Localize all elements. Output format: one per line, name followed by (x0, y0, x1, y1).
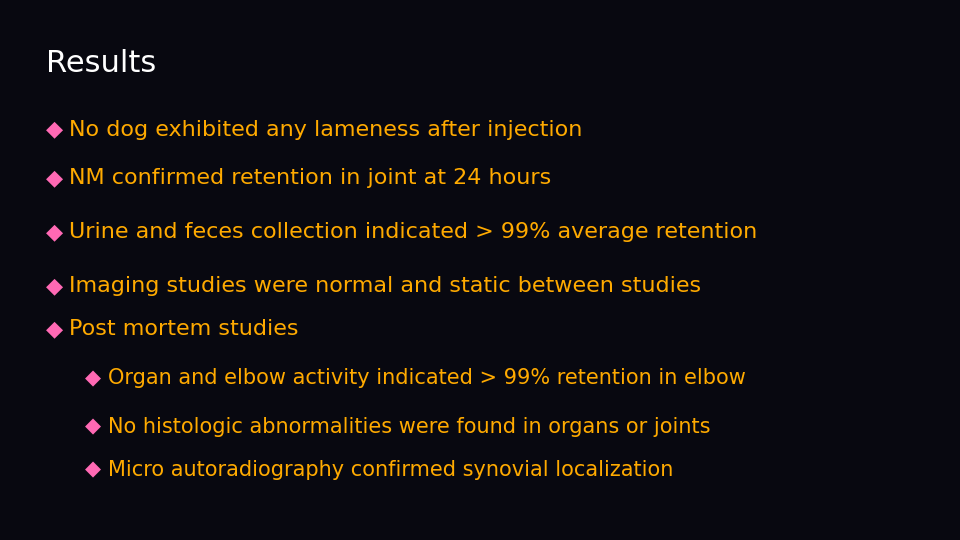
Text: Urine and feces collection indicated > 99% average retention: Urine and feces collection indicated > 9… (69, 222, 757, 242)
Text: Organ and elbow activity indicated > 99% retention in elbow: Organ and elbow activity indicated > 99%… (108, 368, 745, 388)
Text: Post mortem studies: Post mortem studies (69, 319, 299, 340)
Text: No dog exhibited any lameness after injection: No dog exhibited any lameness after inje… (69, 119, 583, 140)
Text: ◆: ◆ (46, 119, 63, 140)
Text: ◆: ◆ (46, 168, 63, 188)
Text: ◆: ◆ (84, 460, 101, 480)
Text: ◆: ◆ (46, 319, 63, 340)
Text: Micro autoradiography confirmed synovial localization: Micro autoradiography confirmed synovial… (108, 460, 673, 480)
Text: ◆: ◆ (84, 368, 101, 388)
Text: No histologic abnormalities were found in organs or joints: No histologic abnormalities were found i… (108, 416, 710, 437)
Text: Imaging studies were normal and static between studies: Imaging studies were normal and static b… (69, 276, 701, 296)
Text: ◆: ◆ (46, 276, 63, 296)
Text: Results: Results (46, 49, 156, 78)
Text: ◆: ◆ (84, 416, 101, 437)
Text: NM confirmed retention in joint at 24 hours: NM confirmed retention in joint at 24 ho… (69, 168, 551, 188)
Text: ◆: ◆ (46, 222, 63, 242)
